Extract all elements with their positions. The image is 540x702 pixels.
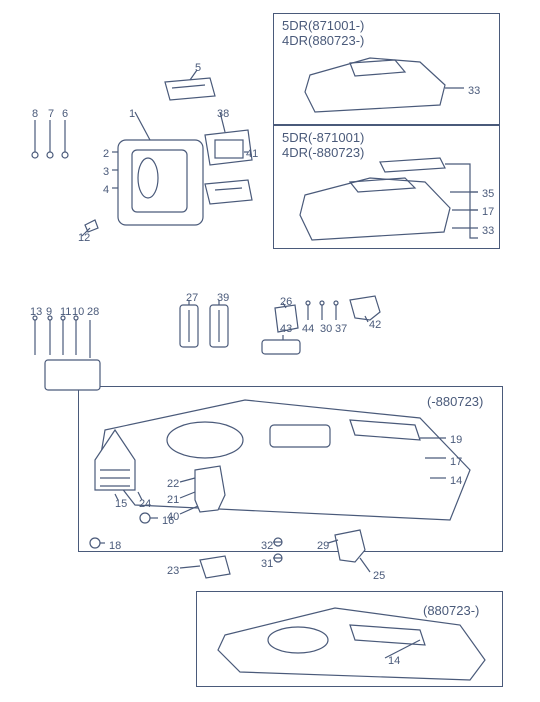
callout-13: 13 [30, 306, 42, 318]
callout-11: 11 [60, 306, 71, 318]
callout-5: 5 [195, 62, 201, 74]
callout-44: 44 [302, 323, 314, 335]
callout-14a: 14 [450, 475, 462, 487]
callout-26: 26 [280, 296, 292, 308]
callout-6: 6 [62, 108, 68, 120]
callout-41: 41 [246, 148, 258, 160]
callout-3: 3 [103, 166, 109, 178]
callout-29: 29 [317, 540, 329, 552]
callout-30: 30 [320, 323, 332, 335]
callout-1: 1 [129, 108, 135, 120]
callout-37: 37 [335, 323, 347, 335]
callout-31: 31 [261, 558, 273, 570]
callout-27: 27 [186, 292, 198, 304]
callout-23: 23 [167, 565, 179, 577]
callout-32: 32 [261, 540, 273, 552]
callout-22: 22 [167, 478, 179, 490]
callout-25: 25 [373, 570, 385, 582]
callout-9: 9 [46, 306, 52, 318]
callout-24: 24 [139, 498, 151, 510]
callout-8: 8 [32, 108, 38, 120]
callout-15: 15 [115, 498, 127, 510]
callout-2: 2 [103, 148, 109, 160]
callout-33b: 33 [482, 225, 494, 237]
callout-14b: 14 [388, 655, 400, 667]
callout-17a: 17 [450, 456, 462, 468]
callout-28: 28 [87, 306, 99, 318]
callout-38: 38 [217, 108, 229, 120]
callout-12: 12 [78, 232, 90, 244]
callout-42: 42 [369, 319, 381, 331]
callout-35: 35 [482, 188, 494, 200]
callout-33a: 33 [468, 85, 480, 97]
callout-21: 21 [167, 494, 179, 506]
callout-4: 4 [103, 184, 109, 196]
callout-39: 39 [217, 292, 229, 304]
callout-7: 7 [48, 108, 54, 120]
callout-40: 40 [167, 511, 179, 523]
callout-10: 10 [72, 306, 84, 318]
callout-18: 18 [109, 540, 121, 552]
callout-17b: 17 [482, 206, 494, 218]
callout-43: 43 [280, 323, 292, 335]
diagram-svg [0, 0, 540, 702]
callout-19: 19 [450, 434, 462, 446]
